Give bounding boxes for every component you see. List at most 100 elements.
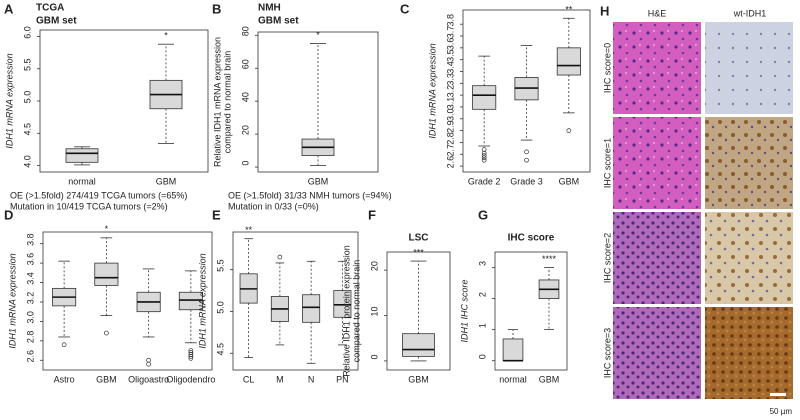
outlier [566,128,572,133]
outlier [146,357,151,363]
x-tick-label: normal [499,374,527,384]
micrograph [705,307,793,399]
row-label: IHC score=2 [602,233,612,283]
note: Mutation in 10/419 TCGA tumors (=2%) [10,201,168,211]
x-tick-label: GBM [559,176,580,186]
box [402,333,435,357]
outlier [481,153,487,158]
y-tick-label: 3.6 [445,38,455,51]
plot-frame [494,251,568,371]
panel-letter: D [4,207,13,222]
y-tick-label: 3.2 [445,85,455,98]
box [502,338,524,362]
y-tick-label: 5.0 [215,301,225,314]
y-tick-label: 0 [477,354,487,359]
outlier [61,342,67,348]
y-axis-label: compared to normal brain [351,260,361,363]
y-tick-label: 6.0 [22,26,32,39]
y-axis-label: IDH1 IHC score [459,279,469,342]
significance: ** [245,225,253,235]
x-tick-label: GBM [96,374,117,384]
x-tick-label: N [308,374,315,384]
box [472,85,497,110]
y-tick-label: 1 [477,323,487,328]
chart-title: TCGA [36,3,64,14]
chart-title: LSC [409,233,429,244]
y-tick-label: 3.0 [25,311,35,324]
chart-title: GBM set [36,16,77,27]
box [556,47,581,76]
outlier [481,155,487,161]
y-tick-label: 2.8 [445,132,455,145]
y-tick-label: 2.7 [445,144,455,157]
plot-frame [232,231,359,371]
outlier [188,355,194,361]
y-axis-label: compared to normal brain [222,51,232,154]
y-tick-label: 3.5 [445,49,455,62]
y-tick-label: 3.6 [25,253,35,266]
y-tick-label: 2.8 [25,331,35,344]
significance: ** [565,5,573,15]
plot-frame [462,9,591,173]
x-tick-label: Oligodendro [166,374,215,384]
x-tick-label: Oligoastro [128,374,169,384]
y-tick-label: 3.2 [25,292,35,305]
panel-letter: C [400,1,410,16]
box [333,290,352,318]
y-tick-label: 2.6 [445,156,455,169]
outlier [481,150,487,156]
row-label: IHC score=1 [602,138,612,188]
chart-title: GBM set [258,16,299,27]
panel-letter: G [478,207,488,222]
y-tick-label: 60 [240,59,250,69]
y-tick-label: 3.8 [445,14,455,27]
y-tick-label: 3.3 [445,73,455,86]
chart-title: IHC score [508,233,555,244]
scale-bar [770,393,786,396]
outlier [146,361,151,367]
row-label: IHC score=3 [602,328,612,378]
outlier [524,157,529,163]
y-tick-label: 4.0 [22,155,32,168]
y-axis-label: IDH1 mRNA expression [427,43,437,138]
outlier [104,330,109,336]
y-axis-label: Relative IDH1 mRNA expression [212,37,222,167]
y-tick-label: 3.7 [445,26,455,39]
outlier [188,354,194,359]
significance: * [105,224,109,234]
x-tick-label: Grade 3 [510,176,543,186]
micrograph [613,22,701,114]
y-tick-label: 80 [240,26,250,36]
outlier [481,157,487,163]
x-tick-label: M [276,374,284,384]
y-tick-label: 20 [240,125,250,135]
significance: **** [542,254,557,264]
y-tick-label: 4.5 [215,343,225,356]
y-tick-label: 3.0 [445,109,455,122]
significance: * [164,31,168,41]
y-axis-label: IDH1 mRNA expression [7,253,17,348]
panel-letter: A [4,1,14,16]
y-axis-label: IDH1 mRNA expression [4,53,14,148]
x-tick-label: PN [336,374,349,384]
micrograph [705,117,793,209]
outlier [277,254,283,260]
panel-letter: H [600,3,609,18]
y-tick-label: 4.5 [22,123,32,136]
y-tick-label: 3.4 [25,272,35,285]
note: OE (>1.5fold) 274/419 TCGA tumors (=65%) [10,190,187,200]
plot-frame [42,231,213,371]
y-tick-label: 3.8 [25,233,35,246]
y-tick-label: 40 [240,92,250,102]
box [65,148,99,163]
y-tick-label: 2.6 [25,350,35,363]
micrograph [705,212,793,304]
significance: * [316,30,320,40]
chart-title: NMH [258,3,281,14]
outlier [524,149,529,155]
y-tick-label: 3.1 [445,97,455,110]
box [178,291,203,311]
x-tick-label: GBM [539,374,560,384]
y-tick-label: 5.5 [215,259,225,272]
